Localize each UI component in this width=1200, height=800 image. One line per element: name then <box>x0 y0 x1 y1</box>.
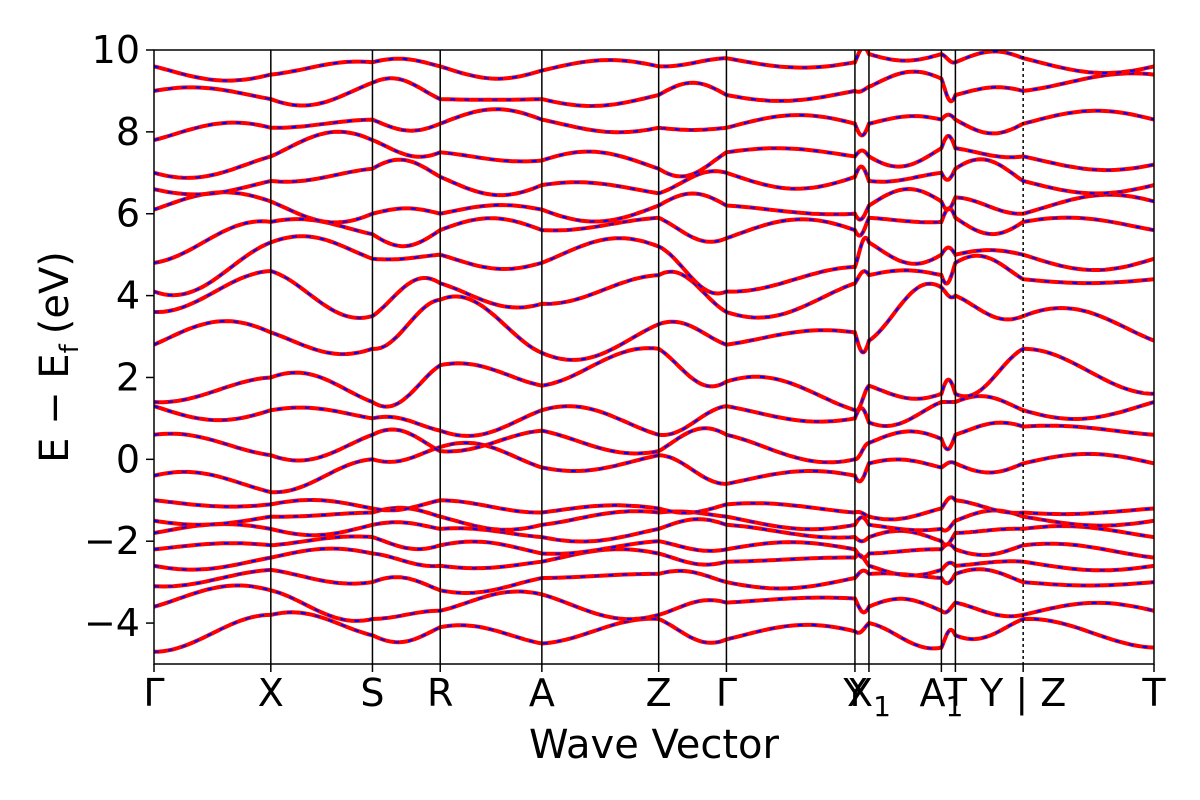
y-tick-label: 2 <box>116 355 140 399</box>
band-line <box>154 50 1154 83</box>
x-tick-label: Γ <box>143 671 164 715</box>
y-tick-label: 10 <box>92 28 140 72</box>
x-tick-label: X <box>258 671 284 715</box>
band-line <box>154 69 1154 109</box>
y-axis-title-subscript: f <box>55 343 85 353</box>
y-tick-label: 0 <box>116 437 140 481</box>
y-axis-title: E − Ef (eV) <box>32 251 85 463</box>
band-line <box>154 567 1154 596</box>
x-tick-label: T <box>943 671 968 715</box>
y-axis-title-unit: (eV) <box>32 251 78 334</box>
band-line <box>154 157 1154 198</box>
y-tick-label: −2 <box>84 519 140 563</box>
plot-frame <box>153 49 1155 665</box>
x-tick-label: R <box>427 671 453 715</box>
y-tick-label: 4 <box>116 274 140 318</box>
band-lines <box>154 50 1154 654</box>
y-axis-title-main: E − E <box>32 353 78 463</box>
x-tick-label: Y | Z <box>979 671 1066 716</box>
band-line-overlay <box>154 611 1154 653</box>
y-tick-label: 6 <box>116 192 140 236</box>
x-axis-title: Wave Vector <box>529 722 780 768</box>
band-line <box>154 253 1154 321</box>
x-tick-label: Γ <box>716 671 737 715</box>
y-axis-ticks: 10 8 6 4 2 0 −2 −4 <box>84 28 154 645</box>
x-tick-label: X1 <box>847 671 891 723</box>
band-line-overlay <box>154 395 1154 437</box>
band-line-overlay <box>154 158 1154 197</box>
y-tick-label: −4 <box>84 601 140 645</box>
x-tick-label: A <box>529 671 555 715</box>
x-tick-label: S <box>360 671 384 715</box>
band-line <box>154 129 1154 180</box>
band-line <box>154 107 1154 143</box>
high-symmetry-lines <box>270 50 1024 664</box>
y-tick-label: 8 <box>116 110 140 154</box>
x-tick-label: Y <box>842 671 867 715</box>
x-tick-label: T <box>1141 671 1166 715</box>
x-tick-label: Z <box>646 671 672 715</box>
